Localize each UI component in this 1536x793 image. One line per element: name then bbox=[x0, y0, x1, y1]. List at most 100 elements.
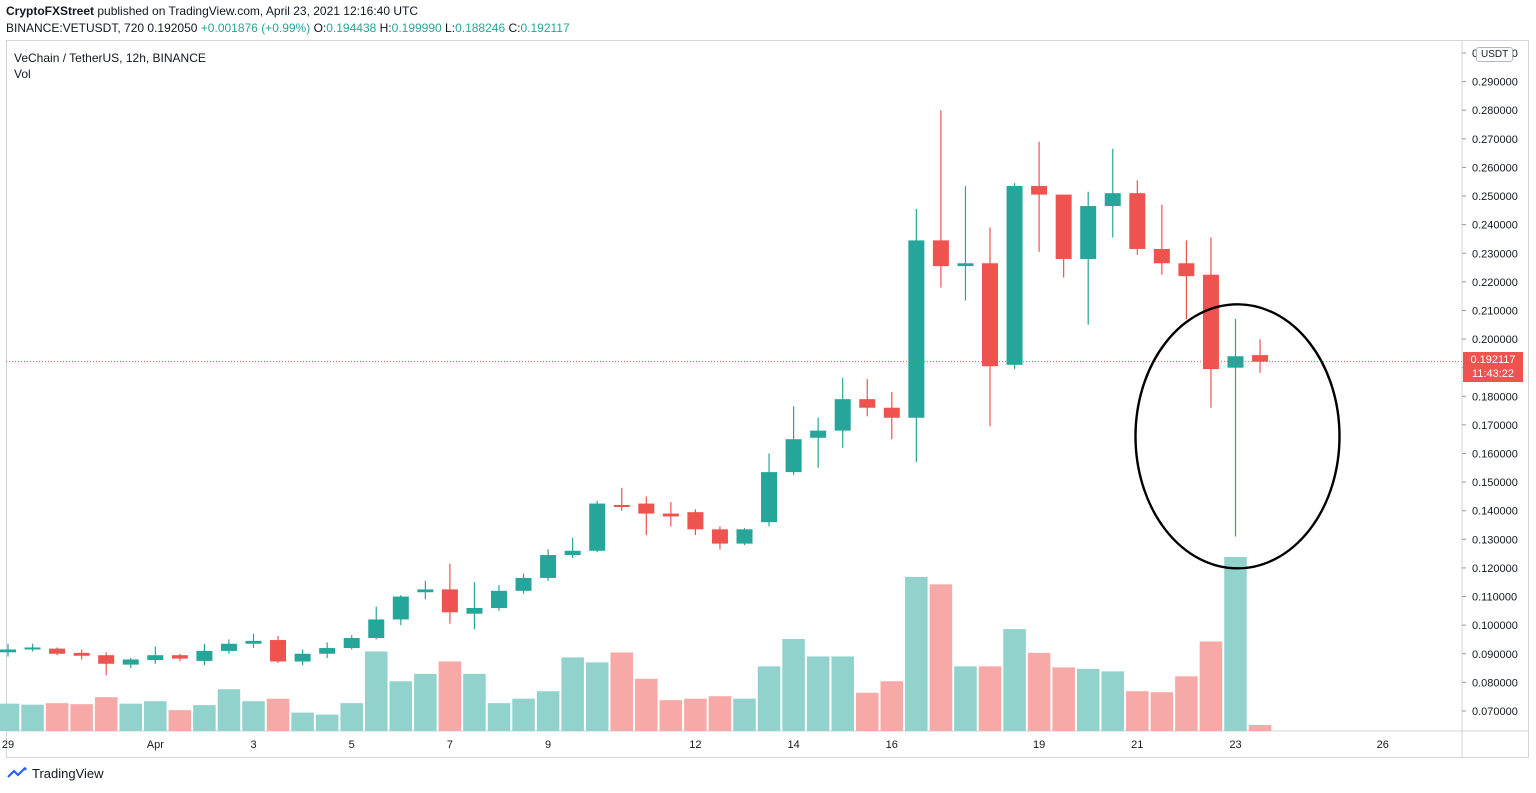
volume-bar bbox=[217, 689, 241, 731]
volume-bar bbox=[831, 656, 854, 731]
candle-body bbox=[73, 652, 90, 656]
volume-bar bbox=[340, 703, 363, 731]
volume-bar bbox=[954, 666, 977, 731]
low-label: L: bbox=[445, 21, 456, 35]
candle-body bbox=[736, 529, 753, 544]
volume-bar bbox=[610, 652, 634, 731]
candle-body bbox=[515, 577, 532, 591]
candle-body bbox=[1104, 193, 1121, 207]
footer-brand: TradingView bbox=[32, 766, 104, 781]
volume-bar bbox=[389, 681, 413, 731]
symbol-label: BINANCE:VETUSDT, 720 bbox=[6, 21, 145, 35]
y-tick-label: 0.130000 bbox=[1472, 534, 1518, 546]
candle-body bbox=[859, 399, 876, 408]
volume-bar bbox=[1126, 691, 1149, 731]
x-tick-label: 29 bbox=[2, 739, 14, 751]
candle-body bbox=[810, 430, 827, 438]
volume-bar bbox=[708, 696, 732, 731]
chart-legend-title[interactable]: VeChain / TetherUS, 12h, BINANCE bbox=[14, 51, 206, 65]
published-text: published on TradingView.com, April 23, … bbox=[94, 4, 418, 18]
publisher-line: CryptoFXStreet published on TradingView.… bbox=[6, 4, 418, 18]
volume-bar bbox=[561, 657, 584, 731]
y-tick-label: 0.120000 bbox=[1472, 563, 1518, 575]
volume-bar bbox=[929, 584, 953, 731]
candle-body bbox=[613, 505, 630, 507]
volume-bar bbox=[45, 703, 69, 731]
volume-bar bbox=[782, 639, 805, 731]
candle-body bbox=[638, 503, 655, 514]
candle-body bbox=[883, 407, 900, 418]
volume-bar bbox=[144, 701, 167, 731]
candle-body bbox=[196, 650, 213, 661]
volume-bar bbox=[1076, 668, 1100, 731]
candle-body bbox=[1006, 186, 1023, 365]
volume-bar bbox=[315, 714, 339, 731]
volume-bar bbox=[193, 705, 216, 731]
y-tick-label: 0.220000 bbox=[1472, 277, 1518, 289]
volume-bar bbox=[291, 712, 314, 731]
candle-body bbox=[662, 513, 679, 517]
candle-body bbox=[761, 472, 778, 523]
tradingview-logo-icon bbox=[7, 766, 27, 778]
volume-bar bbox=[978, 666, 1002, 731]
candle-body bbox=[1252, 355, 1269, 362]
candle-body bbox=[147, 655, 164, 661]
y-tick-label: 0.270000 bbox=[1472, 134, 1518, 146]
open-value: 0.194438 bbox=[326, 21, 377, 35]
candle-body bbox=[466, 607, 483, 614]
candle-body bbox=[368, 619, 385, 639]
volume-bar bbox=[1175, 676, 1198, 731]
ohlc-line: BINANCE:VETUSDT, 720 0.192050 +0.001876 … bbox=[6, 21, 570, 35]
close-value: 0.192117 bbox=[520, 21, 570, 35]
high-label: H: bbox=[379, 21, 392, 35]
volume-bar bbox=[659, 700, 683, 731]
volume-bar bbox=[806, 656, 830, 731]
volume-bar bbox=[855, 692, 879, 731]
candle-body bbox=[1031, 186, 1048, 195]
candle-body bbox=[1129, 193, 1146, 249]
candle-body bbox=[220, 643, 237, 651]
candle-body bbox=[171, 655, 188, 659]
candle-body bbox=[711, 529, 728, 544]
candle-body bbox=[122, 659, 139, 665]
candle-body bbox=[417, 589, 434, 593]
bar-countdown: 11:43:22 bbox=[1471, 368, 1514, 380]
volume-bar bbox=[266, 698, 290, 731]
y-tick-label: 0.210000 bbox=[1472, 305, 1518, 317]
candle-body bbox=[98, 655, 115, 664]
close-label: C: bbox=[508, 21, 521, 35]
volume-bar bbox=[585, 662, 609, 731]
x-tick-label: Apr bbox=[147, 739, 164, 751]
candle-body bbox=[982, 263, 998, 367]
volume-bar bbox=[684, 698, 707, 731]
volume-bar bbox=[1052, 667, 1075, 731]
volume-bar bbox=[119, 703, 143, 731]
volume-legend[interactable]: Vol bbox=[14, 67, 31, 81]
y-tick-label: 0.140000 bbox=[1472, 506, 1518, 518]
candle-body bbox=[932, 240, 949, 267]
currency-badge[interactable]: USDT bbox=[1476, 47, 1514, 62]
footer[interactable]: TradingView bbox=[6, 766, 104, 781]
x-tick-label: 5 bbox=[349, 739, 355, 751]
x-tick-label: 26 bbox=[1377, 739, 1389, 751]
volume-bar bbox=[1224, 557, 1247, 731]
volume-bar bbox=[94, 697, 118, 731]
candle-body bbox=[49, 648, 66, 654]
current-price-value: 0.192117 bbox=[1470, 354, 1516, 366]
x-tick-label: 3 bbox=[250, 739, 256, 751]
y-tick-label: 0.110000 bbox=[1472, 592, 1517, 604]
candle-body bbox=[319, 648, 336, 654]
y-tick-label: 0.260000 bbox=[1472, 162, 1518, 174]
candle-body bbox=[957, 263, 974, 267]
x-tick-label: 16 bbox=[886, 739, 898, 751]
volume-bar bbox=[512, 698, 535, 731]
candle-body bbox=[1202, 274, 1219, 370]
candle-body bbox=[245, 640, 262, 644]
chart-frame[interactable] bbox=[6, 40, 1529, 758]
volume-bar bbox=[1150, 692, 1174, 731]
current-price-tag: 0.192117 11:43:22 bbox=[1463, 352, 1523, 382]
candle-body bbox=[785, 439, 802, 473]
y-tick-label: 0.230000 bbox=[1472, 248, 1518, 260]
publisher-name[interactable]: CryptoFXStreet bbox=[6, 4, 95, 18]
